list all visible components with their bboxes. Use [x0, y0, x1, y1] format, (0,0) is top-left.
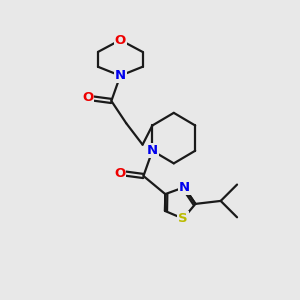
- Text: O: O: [114, 167, 125, 179]
- Text: N: N: [147, 144, 158, 157]
- Text: N: N: [178, 181, 190, 194]
- Text: S: S: [178, 212, 188, 225]
- Text: O: O: [115, 34, 126, 46]
- Text: O: O: [82, 92, 93, 104]
- Text: N: N: [115, 69, 126, 82]
